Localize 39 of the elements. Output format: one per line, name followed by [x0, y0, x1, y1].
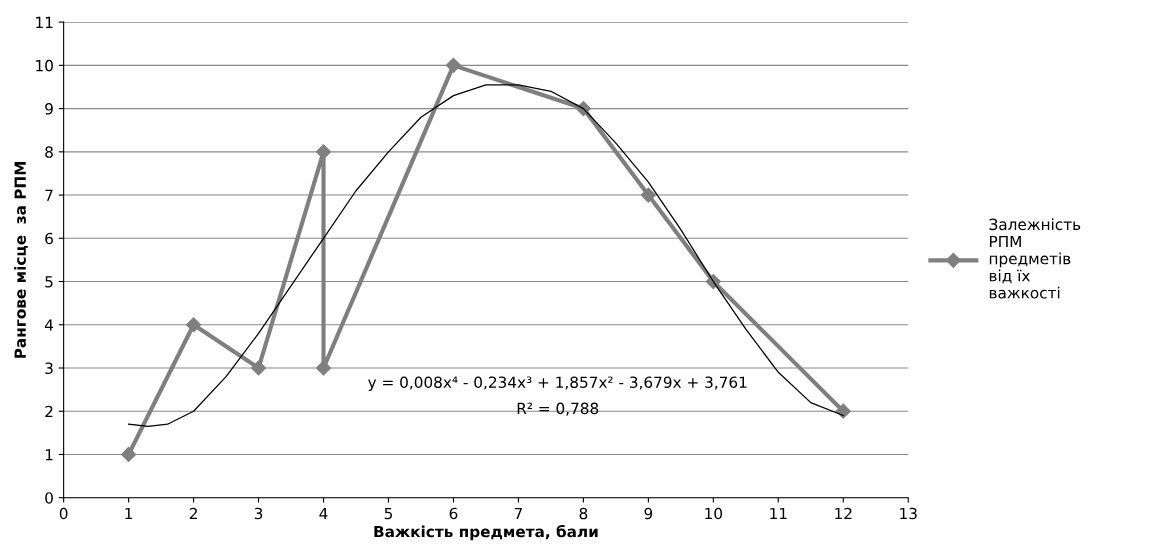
- point: [121, 446, 137, 463]
- point: [315, 360, 332, 376]
- y-tick-label: 9: [45, 103, 53, 115]
- x-tick-label: 2: [189, 507, 197, 520]
- y-axis-title: Рангове місце за РПМ: [14, 161, 28, 358]
- y-tick-label: 8: [45, 146, 53, 158]
- y-tick-label: 10: [36, 59, 53, 72]
- x-tick-label: 10: [705, 507, 723, 520]
- x-tick-label: 3: [254, 507, 263, 520]
- x-tick-label: 4: [319, 507, 328, 520]
- point: [186, 317, 202, 333]
- point: [835, 403, 851, 419]
- x-tick-label: 11: [770, 507, 787, 520]
- x-tick-label: 12: [835, 507, 852, 520]
- x-tick-label: 13: [900, 507, 917, 520]
- x-axis-title: Важкість предмета, бали: [374, 524, 598, 541]
- x-tick-label: 6: [449, 507, 458, 520]
- annotation: y = 0,008x⁴ - 0,234x³ + 1,857x² - 3,679x + 3,761: [368, 376, 747, 391]
- y-tick-label: 6: [45, 232, 53, 245]
- x-tick-label: 0: [59, 507, 68, 520]
- y-tick-label: 4: [44, 319, 54, 331]
- y-tick-label: 0: [45, 492, 53, 504]
- point: [445, 57, 462, 73]
- x-tick-label: 7: [514, 507, 522, 520]
- y-tick-label: 1: [45, 449, 53, 461]
- x-tick-label: 1: [125, 507, 133, 520]
- legend-label: Залежність РПМ предметів від їх важкості: [989, 218, 1081, 299]
- y-tick-label: 5: [45, 276, 53, 288]
- y-tick-label: 11: [36, 16, 53, 28]
- y-tick-label: 3: [45, 362, 53, 375]
- point: [640, 187, 656, 203]
- point: [315, 144, 332, 160]
- x-tick-label: 5: [384, 507, 393, 520]
- point: [250, 360, 267, 376]
- y-tick-label: 7: [45, 189, 53, 201]
- x-tick-label: 8: [579, 507, 588, 520]
- y-tick-label: 2: [45, 405, 53, 418]
- annotation: R² = 0,788: [517, 402, 599, 416]
- x-tick-label: 9: [644, 507, 653, 520]
